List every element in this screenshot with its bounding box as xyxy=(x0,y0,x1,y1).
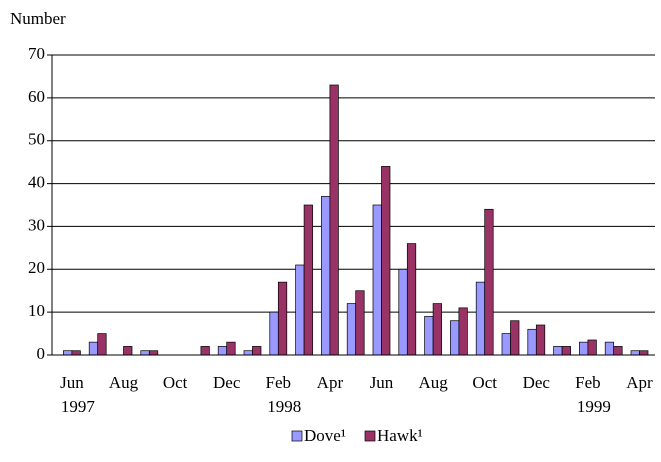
x-tick-label: Aug xyxy=(418,373,448,392)
y-tick-label: 60 xyxy=(28,87,45,106)
bar xyxy=(140,350,150,356)
bar xyxy=(200,346,210,356)
bar xyxy=(432,303,442,356)
legend-label: Hawk¹ xyxy=(377,426,423,445)
bar xyxy=(450,320,460,356)
x-tick-label: Apr xyxy=(317,373,344,392)
bar xyxy=(88,341,99,356)
x-tick-label: Feb xyxy=(266,373,292,392)
legend-swatch xyxy=(291,430,303,442)
x-tick-label: Jun xyxy=(60,373,84,392)
legend-swatch xyxy=(364,430,376,442)
bar xyxy=(321,196,331,356)
x-year-label: 1997 xyxy=(61,397,96,416)
bar xyxy=(535,324,546,356)
bar xyxy=(475,281,486,356)
bar xyxy=(510,320,520,356)
bar xyxy=(398,268,408,356)
bar xyxy=(613,346,623,356)
bar xyxy=(346,303,357,356)
bar xyxy=(217,346,228,356)
bar xyxy=(277,281,288,356)
bar xyxy=(630,350,640,356)
y-tick-label: 30 xyxy=(28,215,45,234)
bar xyxy=(372,204,382,356)
y-tick-label: 50 xyxy=(28,130,45,149)
bar xyxy=(604,341,615,356)
x-tick-label: Oct xyxy=(163,373,188,392)
bar xyxy=(295,264,305,356)
y-tick-label: 0 xyxy=(37,344,46,363)
bar xyxy=(148,350,159,356)
bar xyxy=(553,346,563,356)
bar xyxy=(97,333,107,356)
bar xyxy=(226,341,236,356)
bar xyxy=(458,307,468,356)
bar xyxy=(329,84,339,356)
x-tick-label: Jun xyxy=(370,373,394,392)
legend-label: Dove¹ xyxy=(304,426,346,445)
bar xyxy=(252,346,262,356)
bar xyxy=(484,208,494,356)
y-axis-label: Number xyxy=(10,9,66,28)
x-tick-label: Dec xyxy=(213,373,241,392)
bar xyxy=(424,316,434,356)
bar xyxy=(381,166,391,356)
x-year-label: 1999 xyxy=(577,397,611,416)
x-tick-label: Dec xyxy=(523,373,551,392)
bar xyxy=(561,346,571,356)
x-tick-label: Aug xyxy=(109,373,139,392)
bar xyxy=(406,243,417,356)
bar xyxy=(579,341,589,356)
bar xyxy=(527,328,537,356)
x-tick-label: Feb xyxy=(575,373,601,392)
bar xyxy=(355,290,365,356)
y-tick-label: 70 xyxy=(28,44,45,63)
x-tick-label: Apr xyxy=(626,373,653,392)
bar xyxy=(63,350,73,356)
bar xyxy=(639,350,649,356)
bar xyxy=(587,339,597,356)
x-year-label: 1998 xyxy=(267,397,301,416)
y-tick-label: 10 xyxy=(28,301,45,320)
y-tick-label: 40 xyxy=(28,172,45,191)
bar xyxy=(71,350,81,356)
x-tick-label: Oct xyxy=(472,373,497,392)
bar xyxy=(303,204,313,356)
bar xyxy=(269,311,279,356)
y-tick-label: 20 xyxy=(28,258,45,277)
bar xyxy=(501,333,511,356)
bar xyxy=(123,346,133,356)
bar xyxy=(243,350,253,356)
